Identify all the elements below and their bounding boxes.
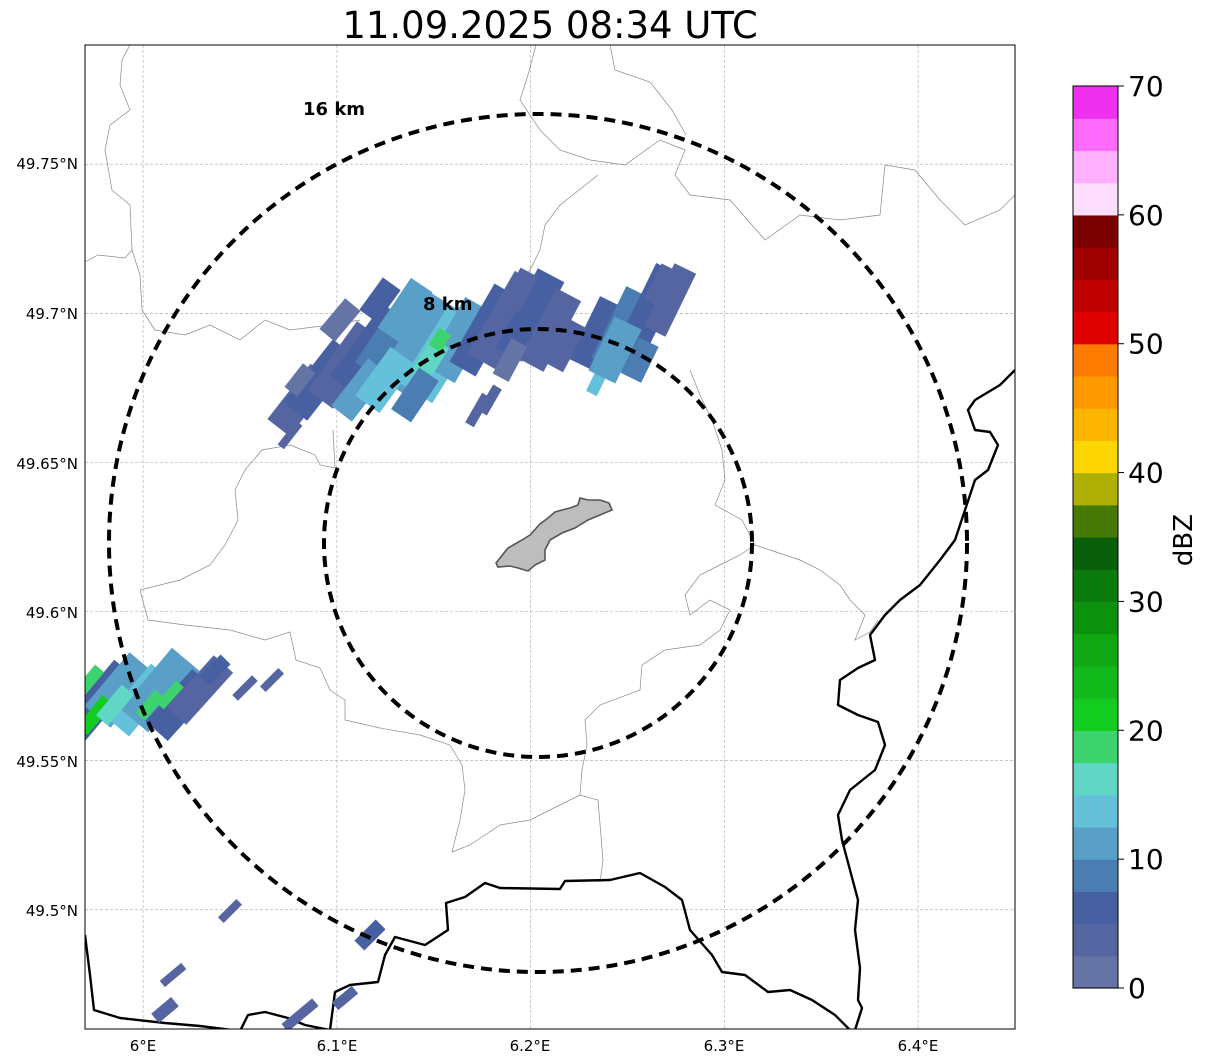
colorbar-segment: [1073, 504, 1118, 538]
radar-echo-cell: [428, 327, 452, 353]
radar-echo-cell: [217, 898, 243, 924]
lat-tick-label: 49.55°N: [16, 753, 78, 771]
radar-echo-cell: [156, 680, 184, 710]
city-polygon[interactable]: [495, 497, 614, 572]
radar-echo-cell: [199, 654, 231, 686]
radar-echo-cell: [96, 684, 134, 726]
lon-tick-label: 6.1°E: [317, 1037, 358, 1055]
colorbar-segment: [1073, 955, 1118, 989]
gridlines: [85, 45, 1015, 1029]
radar-echo-cell: [159, 962, 187, 988]
colorbar-tick-label: 70: [1128, 70, 1164, 103]
lat-tick-label: 49.6°N: [26, 604, 78, 622]
radar-echo-cell: [359, 277, 401, 323]
lat-tick-label: 49.5°N: [26, 902, 78, 920]
radar-echo-cell: [518, 288, 582, 372]
colorbar-segment: [1073, 247, 1118, 280]
radar-echo-cell: [85, 664, 105, 696]
radar-echo-cell: [391, 367, 439, 423]
colorbar-segment: [1073, 601, 1118, 635]
colorbar-tick-label: 30: [1128, 585, 1164, 618]
colorbar-segment: [1073, 826, 1118, 860]
colorbar-segment: [1073, 472, 1118, 506]
range-rings: [107, 112, 969, 974]
colorbar-label: dBZ: [1169, 514, 1199, 566]
colorbar-segment: [1073, 891, 1118, 925]
colorbar-segment: [1073, 118, 1118, 152]
radar-echo-cell: [355, 346, 415, 414]
colorbar-segment: [1073, 408, 1118, 441]
lat-tick-label: 49.7°N: [26, 305, 78, 323]
colorbar-tick-label: 10: [1128, 843, 1164, 876]
colorbar-segment: [1073, 665, 1118, 699]
colorbar-segment: [1073, 375, 1118, 409]
colorbar-segment: [1073, 214, 1118, 248]
colorbar-segment: [1073, 859, 1118, 892]
colorbar-tick-label: 0: [1128, 972, 1146, 1005]
radar-echo-cell: [259, 667, 285, 693]
radar-echo-cell: [151, 997, 179, 1023]
colorbar-segment: [1073, 633, 1118, 667]
lon-tick-label: 6°E: [130, 1037, 157, 1055]
colorbar-frame: [1072, 85, 1119, 989]
map-frame: [84, 44, 1016, 1030]
radar-echo-cell: [644, 263, 676, 307]
radar-echo-cell: [232, 675, 258, 701]
lon-tick-label: 6.3°E: [704, 1037, 745, 1055]
colorbar-segment: [1073, 150, 1118, 184]
colorbar-segment: [1073, 440, 1118, 474]
colorbar-segment: [1073, 923, 1118, 957]
radar-echo-cell: [377, 277, 433, 343]
colorbar-segment: [1073, 569, 1118, 603]
colorbar-ticks: 0 10 20 30 40 50 60 70: [1118, 70, 1164, 1005]
colorbar: [1073, 86, 1118, 989]
map-title: 11.09.2025 08:34 UTC: [342, 4, 758, 47]
radar-echo-cell: [495, 268, 565, 362]
colorbar-segment: [1073, 698, 1118, 731]
colorbar-segment: [1073, 182, 1118, 216]
lat-tick-label: 49.65°N: [16, 455, 78, 473]
colorbar-segment: [1073, 311, 1118, 345]
radar-echoes: [85, 262, 697, 1029]
colorbar-tick-label: 20: [1128, 714, 1164, 747]
ring-label-8km: 8 km: [423, 294, 473, 315]
radar-echo-cell: [492, 338, 528, 382]
radar-echo-cell: [621, 337, 659, 383]
colorbar-tick-label: 60: [1128, 199, 1164, 232]
colorbar-tick-label: 40: [1128, 457, 1164, 490]
radar-echo-cell: [277, 420, 303, 450]
colorbar-segment: [1073, 537, 1118, 570]
lat-tick-label: 49.75°N: [16, 155, 78, 173]
range-ring-8km: [322, 327, 754, 759]
radar-echo-cell: [284, 363, 316, 397]
radar-echo-cell: [354, 919, 386, 951]
colorbar-segment: [1073, 279, 1118, 313]
range-ring-16km: [107, 112, 969, 974]
colorbar-segment: [1073, 86, 1118, 119]
colorbar-tick-label: 50: [1128, 328, 1164, 361]
national-border: [85, 369, 1015, 1029]
lon-tick-label: 6.4°E: [898, 1037, 939, 1055]
radar-echo-cell: [501, 267, 539, 313]
lon-axis: 6°E 6.1°E 6.2°E 6.3°E 6.4°E: [130, 1037, 939, 1055]
lat-axis: 49.75°N 49.7°N 49.65°N 49.6°N 49.55°N 49…: [16, 155, 78, 920]
radar-echo-cell: [319, 298, 361, 342]
colorbar-segment: [1073, 730, 1118, 764]
radar-echo-cell: [588, 316, 642, 384]
radar-echo-cell: [643, 263, 697, 337]
colorbar-segment: [1073, 343, 1118, 377]
colorbar-segment: [1073, 762, 1118, 796]
radar-echo-cell: [331, 985, 359, 1011]
radar-echo-cell: [85, 695, 114, 735]
radar-echo-cell: [478, 384, 502, 416]
lon-tick-label: 6.2°E: [510, 1037, 551, 1055]
radar-echo-cell: [281, 998, 319, 1029]
ring-label-16km: 16 km: [303, 99, 365, 120]
colorbar-segment: [1073, 794, 1118, 828]
